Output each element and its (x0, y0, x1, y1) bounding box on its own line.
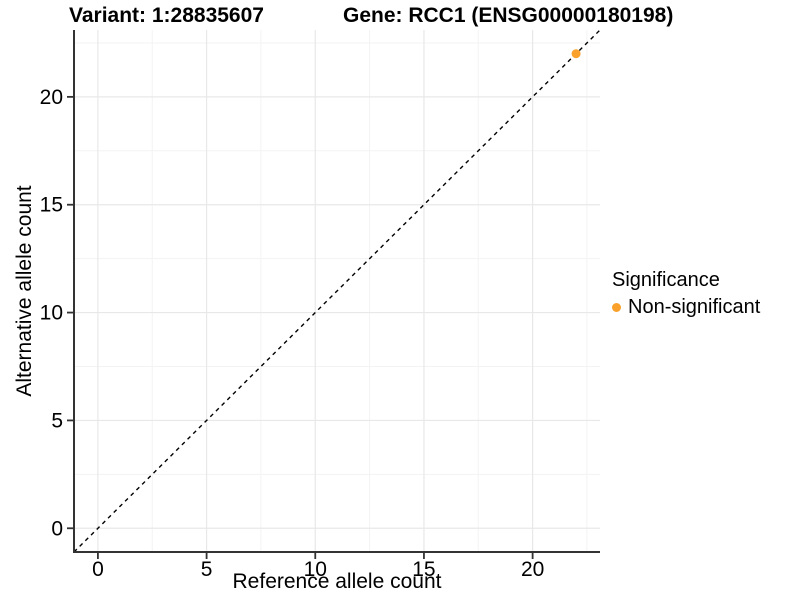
y-tick-label: 0 (51, 517, 63, 540)
legend-item: Non-significant (612, 296, 760, 319)
legend-item-label: Non-significant (628, 296, 761, 318)
legend-point-icon (612, 303, 621, 312)
x-axis-title: Reference allele count (232, 570, 442, 593)
legend: Significance Non-significant (612, 269, 760, 319)
y-tick-label: 15 (40, 194, 63, 217)
x-tick-label: 5 (201, 558, 213, 581)
x-tick-label: 15 (412, 558, 435, 581)
x-tick-label: 20 (521, 558, 544, 581)
identity-line (73, 29, 601, 553)
y-tick-label: 20 (40, 86, 63, 109)
legend-title: Significance (612, 269, 720, 291)
gene-title: Gene: RCC1 (ENSG00000180198) (343, 4, 674, 27)
y-axis-title: Alternative allele count (13, 185, 36, 397)
x-tick-label: 10 (304, 558, 327, 581)
y-tick-label: 10 (40, 302, 63, 325)
y-tick-label: 5 (51, 409, 63, 432)
variant-title: Variant: 1:28835607 (69, 4, 264, 27)
data-point (571, 49, 581, 59)
x-tick-label: 0 (92, 558, 104, 581)
